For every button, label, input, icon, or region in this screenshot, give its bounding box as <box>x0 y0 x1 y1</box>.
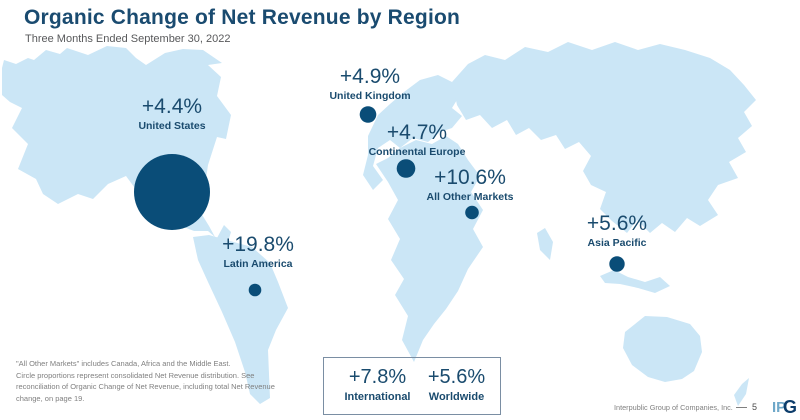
svg-text:G: G <box>783 398 796 416</box>
